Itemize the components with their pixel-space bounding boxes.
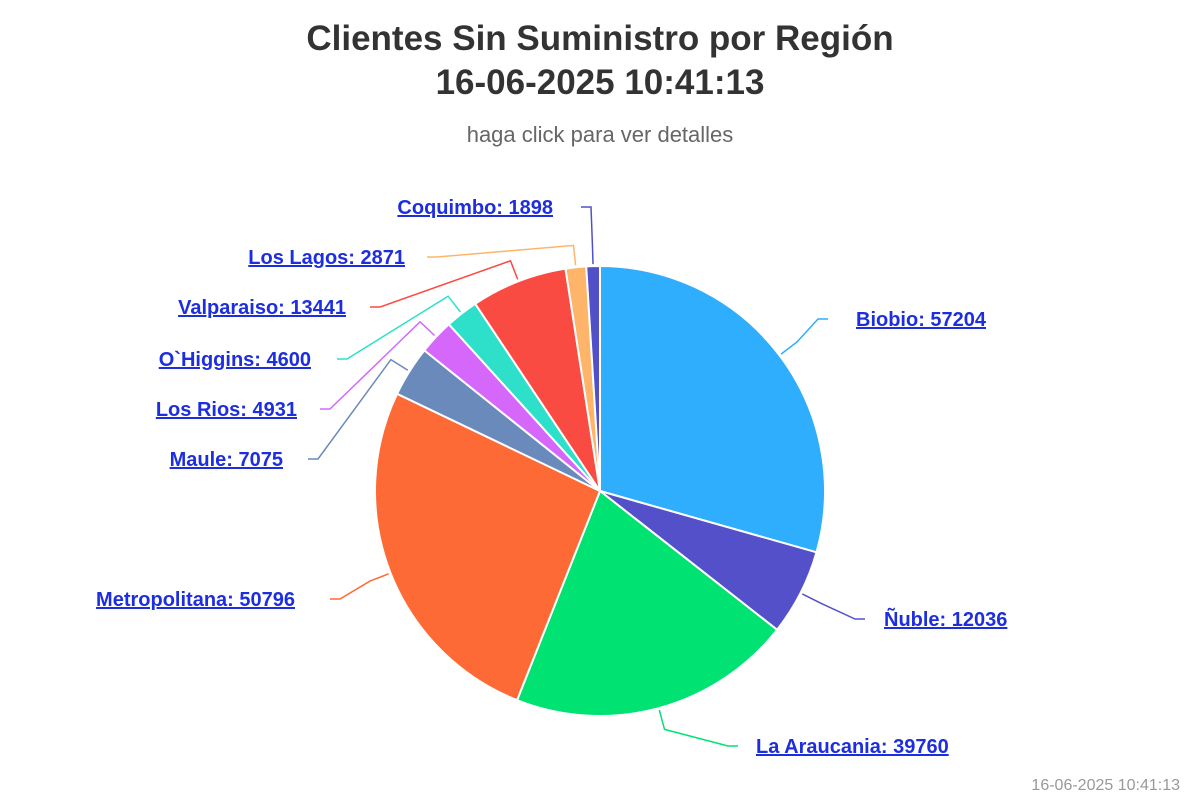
connector-o-higgins bbox=[337, 295, 461, 360]
pie-label-maule[interactable]: Maule: 7075 bbox=[170, 449, 283, 471]
pie-label-la-araucania[interactable]: La Araucania: 39760 bbox=[756, 736, 949, 758]
pie-label-ñuble[interactable]: Ñuble: 12036 bbox=[884, 608, 1007, 631]
pie-label-valparaiso[interactable]: Valparaiso: 13441 bbox=[178, 297, 346, 319]
chart-subtitle: haga click para ver detalles bbox=[467, 122, 734, 147]
pie-slices bbox=[374, 264, 826, 717]
connector-los-lagos bbox=[427, 244, 577, 266]
pie-label-los-rios[interactable]: Los Rios: 4931 bbox=[156, 399, 297, 421]
footer-timestamp: 16-06-2025 10:41:13 bbox=[1031, 777, 1180, 794]
pie-slice-coquimbo[interactable] bbox=[585, 264, 601, 492]
connector-biobio bbox=[780, 318, 828, 355]
pie-labels: Biobio: 57204 Ñuble: 12036 La Araucania: 3… bbox=[96, 197, 1007, 758]
connector-coquimbo bbox=[581, 206, 594, 265]
pie-label-metropolitana[interactable]: Metropolitana: 50796 bbox=[96, 589, 295, 611]
connector-la-araucania bbox=[658, 709, 738, 747]
pie-label-coquimbo[interactable]: Coquimbo: 1898 bbox=[397, 197, 553, 219]
pie-label-biobio[interactable]: Biobio: 57204 bbox=[856, 309, 987, 331]
connector-maule bbox=[308, 358, 409, 460]
chart-title-line-1: Clientes Sin Suministro por Región bbox=[306, 19, 893, 58]
pie-slice-metropolitana[interactable] bbox=[374, 392, 602, 702]
connector-ñuble bbox=[801, 593, 865, 620]
pie-slice-biobio[interactable] bbox=[599, 264, 826, 554]
connector-metropolitana bbox=[330, 573, 389, 600]
pie-label-los-lagos[interactable]: Los Lagos: 2871 bbox=[248, 247, 405, 269]
connector-valparaiso bbox=[370, 259, 519, 308]
pie-connectors bbox=[308, 206, 865, 747]
connector-los-rios bbox=[320, 320, 436, 410]
chart-title-line-2: 16-06-2025 10:41:13 bbox=[436, 63, 765, 102]
pie-slice-la-araucania[interactable] bbox=[515, 489, 779, 717]
pie-label-o-higgins[interactable]: O`Higgins: 4600 bbox=[159, 349, 311, 371]
